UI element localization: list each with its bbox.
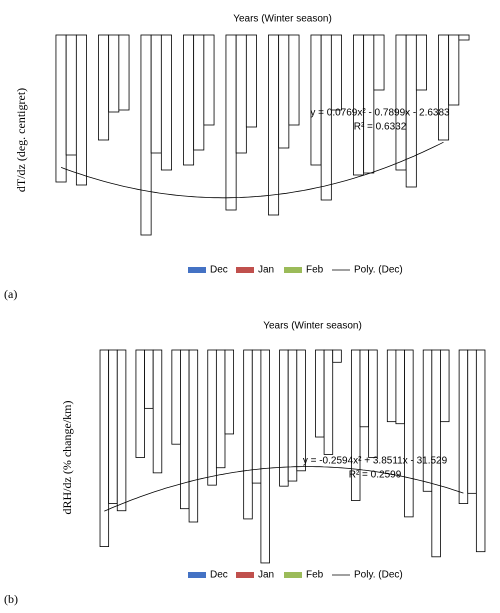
trend-equation: y = -0.2594x² + 3.8511x - 31.529 <box>303 456 448 467</box>
bar <box>243 349 253 520</box>
bar <box>135 349 145 458</box>
bar <box>251 349 262 484</box>
trend-r2: R² = 0.6332 <box>354 122 407 133</box>
bar <box>75 34 87 186</box>
bar <box>448 34 460 106</box>
bar <box>475 349 486 553</box>
bar <box>315 349 325 438</box>
bar <box>207 349 217 486</box>
bar <box>152 349 163 474</box>
bar <box>386 349 397 423</box>
trendline <box>60 141 444 199</box>
bar <box>224 349 235 435</box>
bar <box>160 34 172 171</box>
bar <box>65 34 77 156</box>
bar <box>323 349 334 455</box>
legend-label: Poly. (Dec) <box>354 265 403 276</box>
bar <box>171 349 181 445</box>
bar <box>296 349 306 472</box>
bar <box>203 34 215 126</box>
trend-r2: R² = 0.2599 <box>349 470 402 481</box>
bar <box>310 34 322 166</box>
bar <box>287 349 298 482</box>
bar <box>431 349 441 558</box>
legend-swatch <box>236 267 254 273</box>
chart-title: Years (Winter season) <box>263 321 362 332</box>
bar <box>422 349 433 492</box>
bar <box>188 349 199 523</box>
legend-label: Jan <box>258 570 274 581</box>
bar <box>278 34 290 149</box>
bar <box>320 34 332 201</box>
panel-label: (a) <box>4 287 17 301</box>
trend-equation: y = 0.0769x² - 0.7899x - 2.6383 <box>310 108 450 119</box>
bar <box>359 349 370 428</box>
bar <box>180 349 190 510</box>
bar <box>55 34 67 183</box>
y-axis-title: dRH/dz (% change/km) <box>60 401 74 515</box>
bar <box>144 349 154 409</box>
bar <box>368 349 378 458</box>
legend-swatch <box>188 267 206 273</box>
bar <box>415 34 427 91</box>
panel-label: (b) <box>4 592 18 606</box>
legend-swatch <box>284 572 302 578</box>
bar <box>150 34 162 154</box>
bar <box>99 349 110 547</box>
bar <box>268 34 280 216</box>
bar <box>279 349 289 487</box>
legend-label: Feb <box>306 265 324 276</box>
bar <box>108 34 120 113</box>
bar <box>215 349 226 469</box>
bar <box>183 34 195 166</box>
bar <box>108 349 118 504</box>
bar <box>193 34 205 151</box>
bar <box>395 349 405 425</box>
bar <box>288 34 300 126</box>
bar <box>405 34 417 188</box>
bar <box>363 34 375 174</box>
legend-swatch <box>236 572 254 578</box>
legend-label: Poly. (Dec) <box>354 570 403 581</box>
bar <box>98 34 110 141</box>
trendline <box>104 466 464 512</box>
bar <box>458 34 470 41</box>
chart-title: Years (Winter season) <box>233 14 332 25</box>
y-axis-title: dT/dz (deg. centigret) <box>14 88 28 192</box>
bar <box>438 34 450 141</box>
legend-label: Jan <box>258 265 274 276</box>
bar <box>260 349 270 564</box>
bar <box>332 349 342 363</box>
bar <box>118 34 130 111</box>
bar <box>440 349 450 423</box>
legend-label: Dec <box>210 265 228 276</box>
bar <box>404 349 414 518</box>
bar <box>458 349 469 504</box>
bar <box>140 34 152 236</box>
legend-label: Feb <box>306 570 324 581</box>
bar <box>225 34 237 211</box>
bar <box>353 34 365 176</box>
bar <box>395 34 407 171</box>
legend-swatch <box>188 572 206 578</box>
bar <box>235 34 247 154</box>
bar <box>467 349 477 494</box>
bar <box>245 34 257 128</box>
legend-swatch <box>284 267 302 273</box>
bar <box>116 349 127 512</box>
bar <box>330 34 342 111</box>
bar <box>373 34 385 91</box>
legend-label: Dec <box>210 570 228 581</box>
